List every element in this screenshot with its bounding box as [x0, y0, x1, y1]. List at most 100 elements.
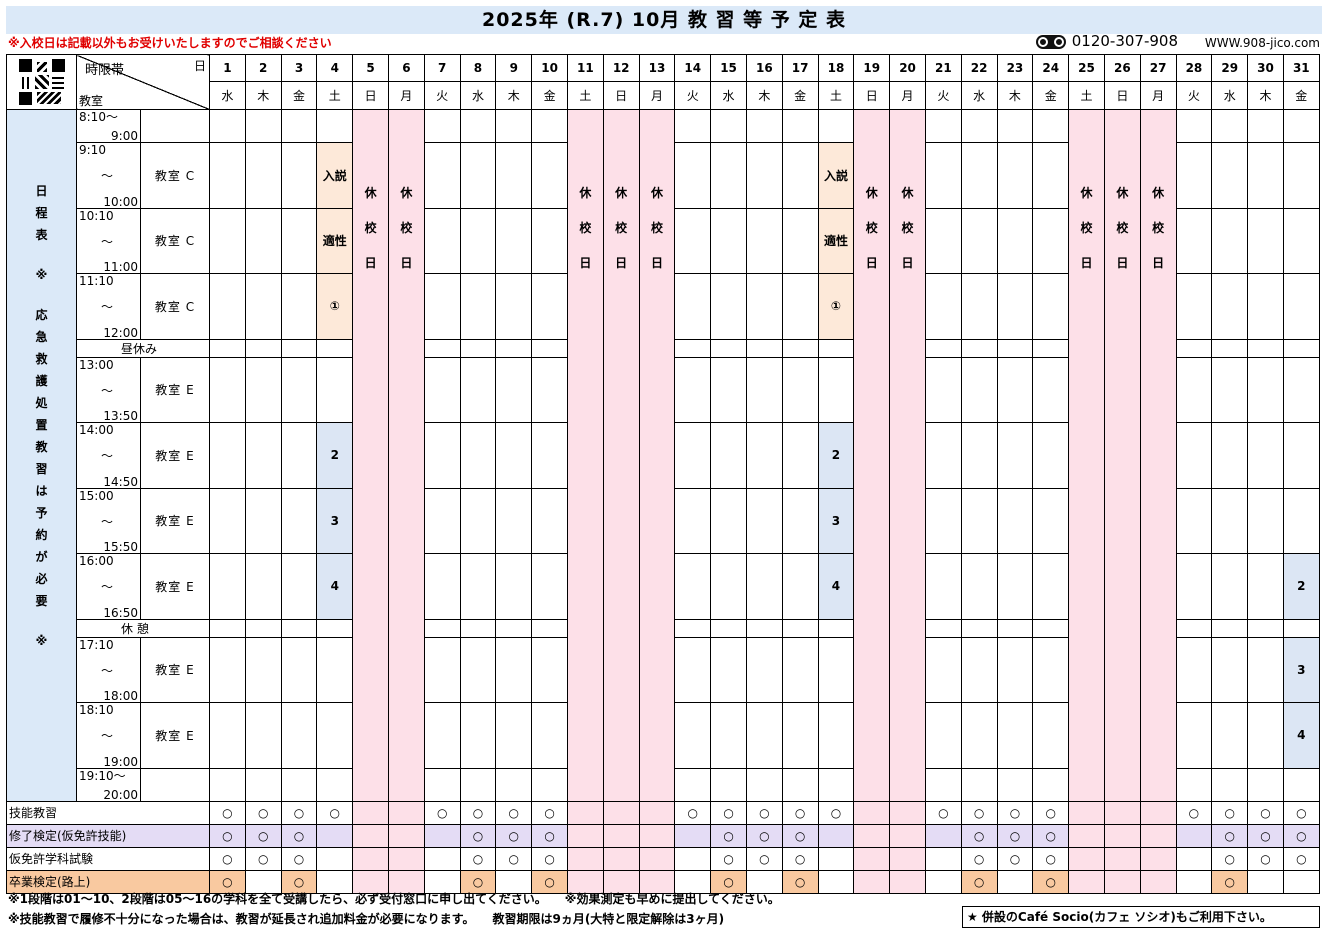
schedule-cell[interactable] — [781, 767, 819, 802]
schedule-cell[interactable]: 2 — [817, 422, 855, 489]
schedule-cell[interactable] — [1247, 142, 1284, 209]
schedule-cell[interactable] — [495, 702, 533, 769]
schedule-cell[interactable] — [960, 553, 998, 620]
schedule-cell[interactable] — [745, 422, 783, 489]
schedule-cell[interactable] — [1211, 422, 1249, 489]
schedule-cell[interactable] — [1175, 142, 1213, 209]
schedule-cell[interactable] — [674, 553, 712, 620]
schedule-cell[interactable] — [423, 702, 461, 769]
schedule-cell[interactable] — [531, 636, 568, 703]
schedule-cell[interactable] — [209, 553, 246, 620]
schedule-cell[interactable] — [423, 356, 461, 423]
schedule-cell[interactable] — [209, 142, 246, 209]
schedule-cell[interactable] — [459, 142, 497, 209]
schedule-cell[interactable] — [817, 767, 855, 802]
schedule-cell[interactable] — [924, 109, 962, 143]
schedule-cell[interactable] — [1247, 273, 1284, 340]
schedule-cell[interactable] — [960, 422, 998, 489]
schedule-cell[interactable]: 入説 — [817, 142, 855, 209]
schedule-cell[interactable] — [745, 109, 783, 143]
schedule-cell[interactable] — [459, 207, 497, 274]
schedule-cell[interactable] — [781, 702, 819, 769]
schedule-cell[interactable] — [531, 422, 568, 489]
schedule-cell[interactable] — [674, 767, 712, 802]
schedule-cell[interactable] — [960, 109, 998, 143]
schedule-cell[interactable] — [1247, 356, 1284, 423]
schedule-cell[interactable] — [209, 487, 246, 554]
schedule-cell[interactable] — [423, 109, 461, 143]
schedule-cell[interactable] — [244, 142, 282, 209]
schedule-cell[interactable] — [924, 767, 962, 802]
schedule-cell[interactable] — [710, 142, 747, 209]
schedule-cell[interactable] — [280, 356, 318, 423]
schedule-cell[interactable] — [996, 767, 1034, 802]
schedule-cell[interactable] — [495, 553, 533, 620]
schedule-cell[interactable] — [459, 767, 497, 802]
schedule-cell[interactable] — [459, 487, 497, 554]
schedule-cell[interactable] — [244, 422, 282, 489]
schedule-cell[interactable] — [710, 636, 747, 703]
schedule-cell[interactable] — [781, 273, 819, 340]
schedule-cell[interactable] — [745, 636, 783, 703]
schedule-cell[interactable] — [244, 553, 282, 620]
schedule-cell[interactable] — [996, 142, 1034, 209]
schedule-cell[interactable] — [781, 636, 819, 703]
schedule-cell[interactable] — [459, 702, 497, 769]
schedule-cell[interactable]: ① — [817, 273, 855, 340]
schedule-cell[interactable] — [244, 109, 282, 143]
schedule-cell[interactable] — [1175, 636, 1213, 703]
schedule-cell[interactable] — [1282, 109, 1320, 143]
schedule-cell[interactable] — [531, 702, 568, 769]
schedule-cell[interactable] — [674, 636, 712, 703]
schedule-cell[interactable] — [280, 207, 318, 274]
schedule-cell[interactable] — [423, 207, 461, 274]
schedule-cell[interactable] — [924, 273, 962, 340]
schedule-cell[interactable] — [996, 422, 1034, 489]
schedule-cell[interactable] — [209, 422, 246, 489]
schedule-cell[interactable] — [531, 553, 568, 620]
schedule-cell[interactable] — [495, 142, 533, 209]
schedule-cell[interactable] — [1175, 356, 1213, 423]
schedule-cell[interactable] — [1032, 487, 1070, 554]
schedule-cell[interactable] — [781, 553, 819, 620]
schedule-cell[interactable] — [495, 636, 533, 703]
schedule-cell[interactable] — [745, 702, 783, 769]
phone-number[interactable]: 0120-307-908 — [1035, 32, 1178, 50]
schedule-cell[interactable] — [1175, 487, 1213, 554]
schedule-cell[interactable] — [1282, 142, 1320, 209]
schedule-cell[interactable] — [674, 422, 712, 489]
schedule-cell[interactable] — [495, 487, 533, 554]
schedule-cell[interactable] — [280, 109, 318, 143]
schedule-cell[interactable]: 4 — [817, 553, 855, 620]
schedule-cell[interactable] — [924, 207, 962, 274]
schedule-cell[interactable] — [316, 702, 354, 769]
schedule-cell[interactable] — [996, 553, 1034, 620]
schedule-cell[interactable] — [996, 636, 1034, 703]
schedule-cell[interactable] — [1032, 702, 1070, 769]
schedule-cell[interactable] — [423, 142, 461, 209]
schedule-cell[interactable] — [1032, 356, 1070, 423]
schedule-cell[interactable] — [960, 273, 998, 340]
schedule-cell[interactable] — [924, 702, 962, 769]
schedule-cell[interactable] — [244, 356, 282, 423]
schedule-cell[interactable] — [244, 702, 282, 769]
schedule-cell[interactable] — [1032, 422, 1070, 489]
schedule-cell[interactable] — [710, 207, 747, 274]
schedule-cell[interactable] — [1247, 767, 1284, 802]
schedule-cell[interactable] — [209, 356, 246, 423]
schedule-cell[interactable] — [924, 553, 962, 620]
schedule-cell[interactable] — [745, 767, 783, 802]
schedule-cell[interactable] — [674, 142, 712, 209]
schedule-cell[interactable] — [1282, 767, 1320, 802]
schedule-cell[interactable] — [924, 636, 962, 703]
schedule-cell[interactable] — [996, 356, 1034, 423]
schedule-cell[interactable] — [1247, 207, 1284, 274]
schedule-cell[interactable] — [1247, 553, 1284, 620]
schedule-cell[interactable] — [1247, 702, 1284, 769]
schedule-cell[interactable] — [209, 702, 246, 769]
schedule-cell[interactable] — [1032, 767, 1070, 802]
schedule-cell[interactable] — [495, 273, 533, 340]
schedule-cell[interactable] — [423, 636, 461, 703]
schedule-cell[interactable] — [1282, 422, 1320, 489]
schedule-cell[interactable] — [781, 422, 819, 489]
